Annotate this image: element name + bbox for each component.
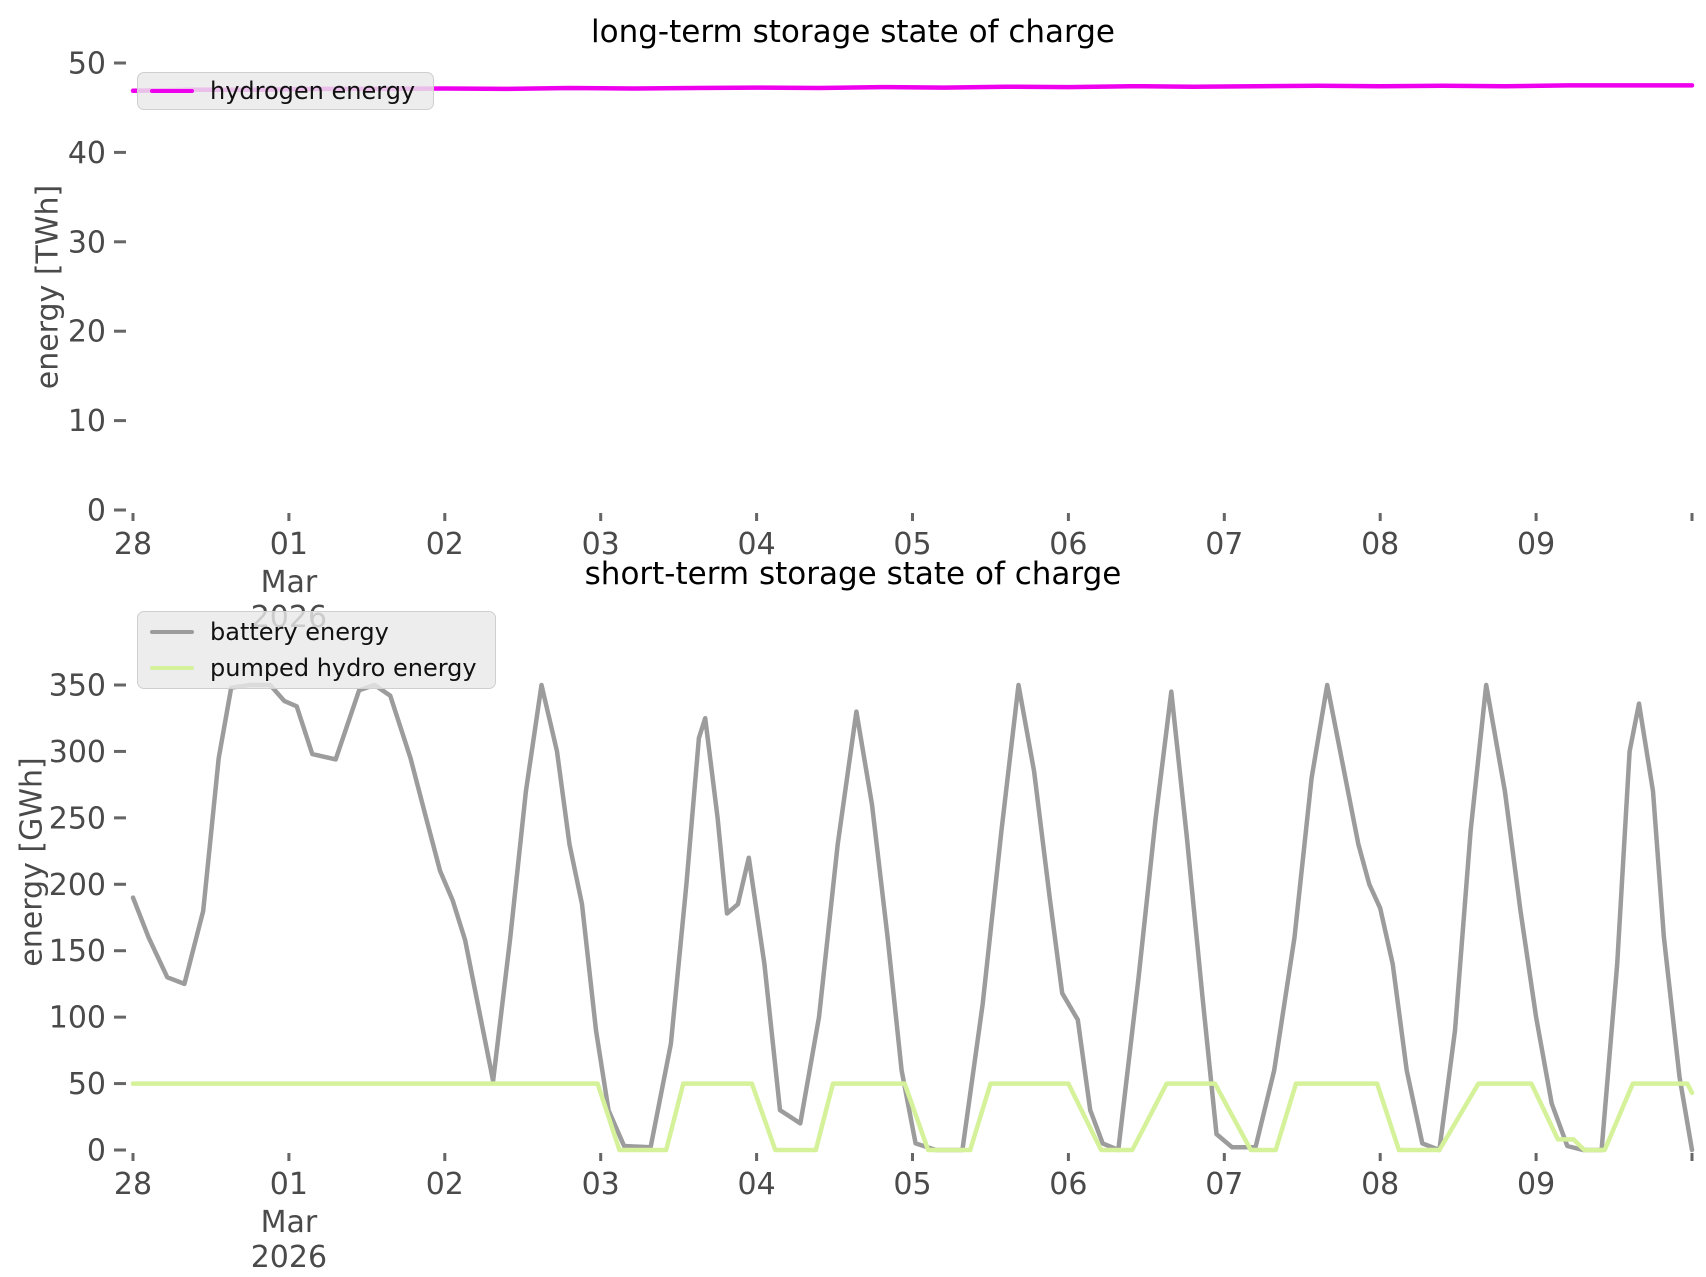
x-tick-label: 04 [738,527,776,562]
x-tick-label: 01 [270,1167,308,1202]
y-tick-label: 150 [49,934,106,969]
x-axis-month-label: Mar [261,1205,318,1240]
legend-item-battery: battery energy [150,618,477,646]
x-tick-label: 05 [893,1167,931,1202]
x-tick-label: 28 [114,1167,152,1202]
y-tick-label: 10 [68,404,106,439]
legend-item-pumped-hydro: pumped hydro energy [150,654,477,682]
legend-long-term: hydrogen energy [137,72,435,110]
pumped-hydro-line-swatch [150,666,194,670]
x-tick-label: 01 [270,527,308,562]
battery-line-swatch [150,630,194,634]
x-tick-label: 08 [1361,1167,1399,1202]
x-tick-label: 28 [114,527,152,562]
y-tick-label: 0 [87,1134,106,1169]
y-tick-label: 300 [49,735,106,770]
y-tick-label: 20 [68,315,106,350]
x-tick-label: 08 [1361,527,1399,562]
legend-label-pumped-hydro: pumped hydro energy [210,654,477,682]
legend-label-battery: battery energy [210,618,389,646]
x-tick-label: 06 [1049,527,1087,562]
legend-label-hydrogen: hydrogen energy [210,77,416,105]
x-axis-year-label: 2026 [251,1240,327,1275]
x-tick-label: 03 [582,1167,620,1202]
x-tick-label: 03 [582,527,620,562]
x-axis-month-label: Mar [261,565,318,600]
legend-item-hydrogen: hydrogen energy [150,77,415,105]
x-tick-label: 02 [426,527,464,562]
x-tick-label: 09 [1517,1167,1555,1202]
x-tick-label: 05 [893,527,931,562]
legend-short-term: battery energy pumped hydro energy [137,611,496,689]
chart-title-long-term: long-term storage state of charge [591,14,1115,50]
x-tick-label: 07 [1205,527,1243,562]
y-tick-label: 30 [68,225,106,260]
y-tick-label: 0 [87,494,106,529]
y-tick-label: 350 [49,669,106,704]
y-tick-label: 50 [68,1067,106,1102]
series-line-pumped-hydro-energy [130,1081,1695,1153]
chart-title-short-term: short-term storage state of charge [584,556,1122,592]
x-tick-label: 06 [1049,1167,1087,1202]
y-tick-label: 200 [49,868,106,903]
y-axis-label-gwh: energy [GWh] [14,757,50,967]
y-tick-label: 40 [68,136,106,171]
y-tick-label: 50 [68,47,106,82]
x-tick-label: 04 [738,1167,776,1202]
x-tick-label: 07 [1205,1167,1243,1202]
series-line-battery-energy [130,682,1695,1153]
y-axis-label-twh: energy [TWh] [30,184,66,390]
y-tick-label: 100 [49,1001,106,1036]
x-tick-label: 09 [1517,527,1555,562]
hydrogen-line-swatch [150,89,194,93]
y-tick-label: 250 [49,801,106,836]
x-tick-label: 02 [426,1167,464,1202]
